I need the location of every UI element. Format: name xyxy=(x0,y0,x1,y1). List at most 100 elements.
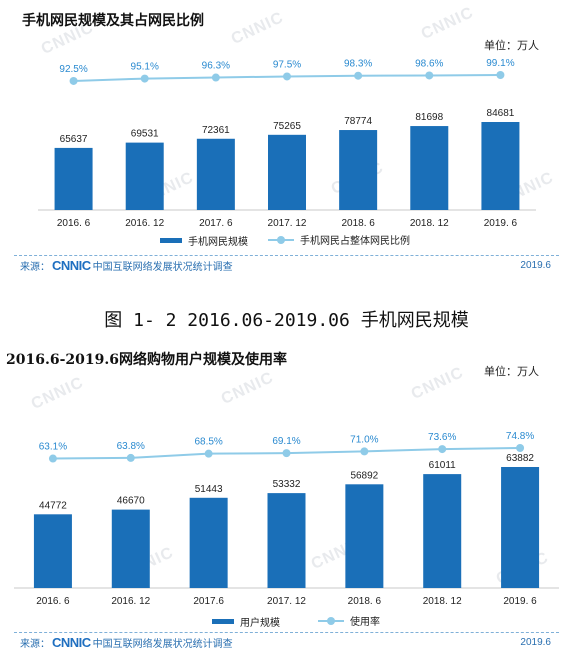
bar-value-label: 46670 xyxy=(117,496,145,507)
rate-label: 97.5% xyxy=(273,59,301,70)
rate-label: 71.0% xyxy=(350,434,378,445)
chart-panel-mobile-users: CNNIC CNNIC CNNIC CNNIC CNNIC CNNIC 手机网民… xyxy=(0,0,573,283)
bar-value-label: 75265 xyxy=(273,121,301,132)
rate-label: 95.1% xyxy=(131,62,159,73)
rate-label: 99.1% xyxy=(486,58,514,69)
chart-title: 手机网民规模及其占网民比例 xyxy=(22,13,204,29)
source-year: 2019.6 xyxy=(520,260,551,271)
legend-line-swatch xyxy=(268,235,294,244)
bar xyxy=(54,147,93,210)
chart-canvas: 65637 2016. 6 69531 2016. 12 72361 2017. 6 752… xyxy=(38,58,536,229)
source-year: 2019.6 xyxy=(520,637,551,648)
rate-label: 92.5% xyxy=(59,64,87,75)
x-tick-label: 2016. 6 xyxy=(57,218,91,229)
x-tick-label: 2017. 6 xyxy=(199,218,233,229)
bar-value-label: 56892 xyxy=(350,470,378,481)
rate-label: 98.6% xyxy=(415,58,443,69)
cnnic-logo: CNNIC xyxy=(52,635,91,650)
source-note: 来源： CNNIC 中国互联网络发展状况统计调查 xyxy=(20,258,233,273)
unit-label: 单位：万人 xyxy=(484,40,539,52)
chart-title: 2016.6-2019.6网络购物用户规模及使用率 xyxy=(6,352,287,368)
rate-label: 74.8% xyxy=(506,431,534,442)
x-tick-label: 2016. 12 xyxy=(111,596,150,607)
bar xyxy=(345,484,384,588)
x-tick-label: 2017. 12 xyxy=(268,218,307,229)
rate-point xyxy=(204,449,213,458)
bar-value-label: 81698 xyxy=(415,112,443,123)
bar-value-label: 51443 xyxy=(195,484,223,495)
legend-bar-label: 手机网民规模 xyxy=(188,237,248,248)
bar xyxy=(268,134,306,210)
footer-divider xyxy=(14,632,559,633)
chart-panel-online-shopping: CNNIC CNNIC CNNIC CNNIC CNNIC CNNIC 2016… xyxy=(0,345,573,670)
x-tick-label: 2017.6 xyxy=(193,596,224,607)
legend-line-label: 使用率 xyxy=(350,617,380,628)
legend-line-swatch xyxy=(318,616,344,625)
legend-line-label: 手机网民占整体网民比例 xyxy=(300,236,410,247)
legend-bar-swatch xyxy=(212,619,234,624)
bar xyxy=(501,467,540,588)
legend-bar-label: 用户规模 xyxy=(240,618,280,629)
footer-divider xyxy=(14,255,559,256)
source-prefix: 来源： xyxy=(20,262,50,273)
legend-bar-entry: 用户规模 xyxy=(212,614,280,629)
rate-point xyxy=(282,449,291,458)
rate-label: 73.6% xyxy=(428,432,456,443)
x-tick-label: 2018. 12 xyxy=(423,596,462,607)
bar-value-label: 65637 xyxy=(60,134,88,145)
rate-label: 98.3% xyxy=(344,59,372,70)
bar-value-label: 78774 xyxy=(344,116,372,127)
legend-line-entry: 手机网民占整体网民比例 xyxy=(268,232,410,247)
bar xyxy=(267,493,306,588)
source-text: 中国互联网络发展状况统计调查 xyxy=(92,639,233,650)
cnnic-logo: CNNIC xyxy=(52,258,91,273)
rate-point xyxy=(360,447,369,456)
rate-label: 69.1% xyxy=(272,436,300,447)
source-note: 来源： CNNIC 中国互联网络发展状况统计调查 xyxy=(20,635,233,650)
x-tick-label: 2016. 12 xyxy=(125,218,164,229)
bar-value-label: 44772 xyxy=(39,500,67,511)
bar xyxy=(189,497,228,588)
rate-label: 68.5% xyxy=(194,437,222,448)
bar xyxy=(125,142,164,210)
rate-point xyxy=(516,444,525,452)
bar xyxy=(481,122,520,210)
rate-point xyxy=(140,74,149,83)
rate-point xyxy=(69,76,78,85)
bar xyxy=(410,126,449,210)
rate-point xyxy=(354,71,363,80)
rate-point xyxy=(425,71,434,80)
bar-value-label: 84681 xyxy=(487,108,515,119)
rate-point xyxy=(496,71,505,79)
source-prefix: 来源： xyxy=(20,639,50,650)
rate-label: 63.8% xyxy=(117,441,145,452)
x-tick-label: 2016. 6 xyxy=(36,596,70,607)
x-tick-label: 2018. 12 xyxy=(410,218,449,229)
chart-canvas: 44772 2016. 6 46670 2016. 12 51443 2017.6 5333… xyxy=(14,431,559,607)
legend-bar-swatch xyxy=(160,238,182,243)
bar-value-label: 53332 xyxy=(273,479,301,490)
legend-line-entry: 使用率 xyxy=(318,613,380,628)
bar-value-label: 63882 xyxy=(506,453,534,464)
rate-label: 96.3% xyxy=(202,61,230,72)
x-tick-label: 2018. 6 xyxy=(348,596,382,607)
bar-value-label: 61011 xyxy=(429,460,457,471)
bar xyxy=(423,474,462,588)
rate-point xyxy=(48,454,57,463)
rate-point xyxy=(126,453,135,462)
x-tick-label: 2017. 12 xyxy=(267,596,306,607)
bar-value-label: 72361 xyxy=(202,125,230,136)
bar xyxy=(196,138,235,210)
bar xyxy=(339,130,378,210)
figure-caption: 图 1- 2 2016.06-2019.06 手机网民规模 xyxy=(104,310,469,331)
x-tick-label: 2019. 6 xyxy=(484,218,518,229)
bar xyxy=(33,514,72,588)
rate-point xyxy=(438,445,447,454)
bar xyxy=(111,509,150,588)
legend-bar-entry: 手机网民规模 xyxy=(160,233,248,248)
rate-point xyxy=(211,73,220,82)
x-tick-label: 2018. 6 xyxy=(341,218,375,229)
bar-value-label: 69531 xyxy=(131,129,159,140)
rate-point xyxy=(283,72,291,81)
rate-label: 63.1% xyxy=(39,442,67,453)
